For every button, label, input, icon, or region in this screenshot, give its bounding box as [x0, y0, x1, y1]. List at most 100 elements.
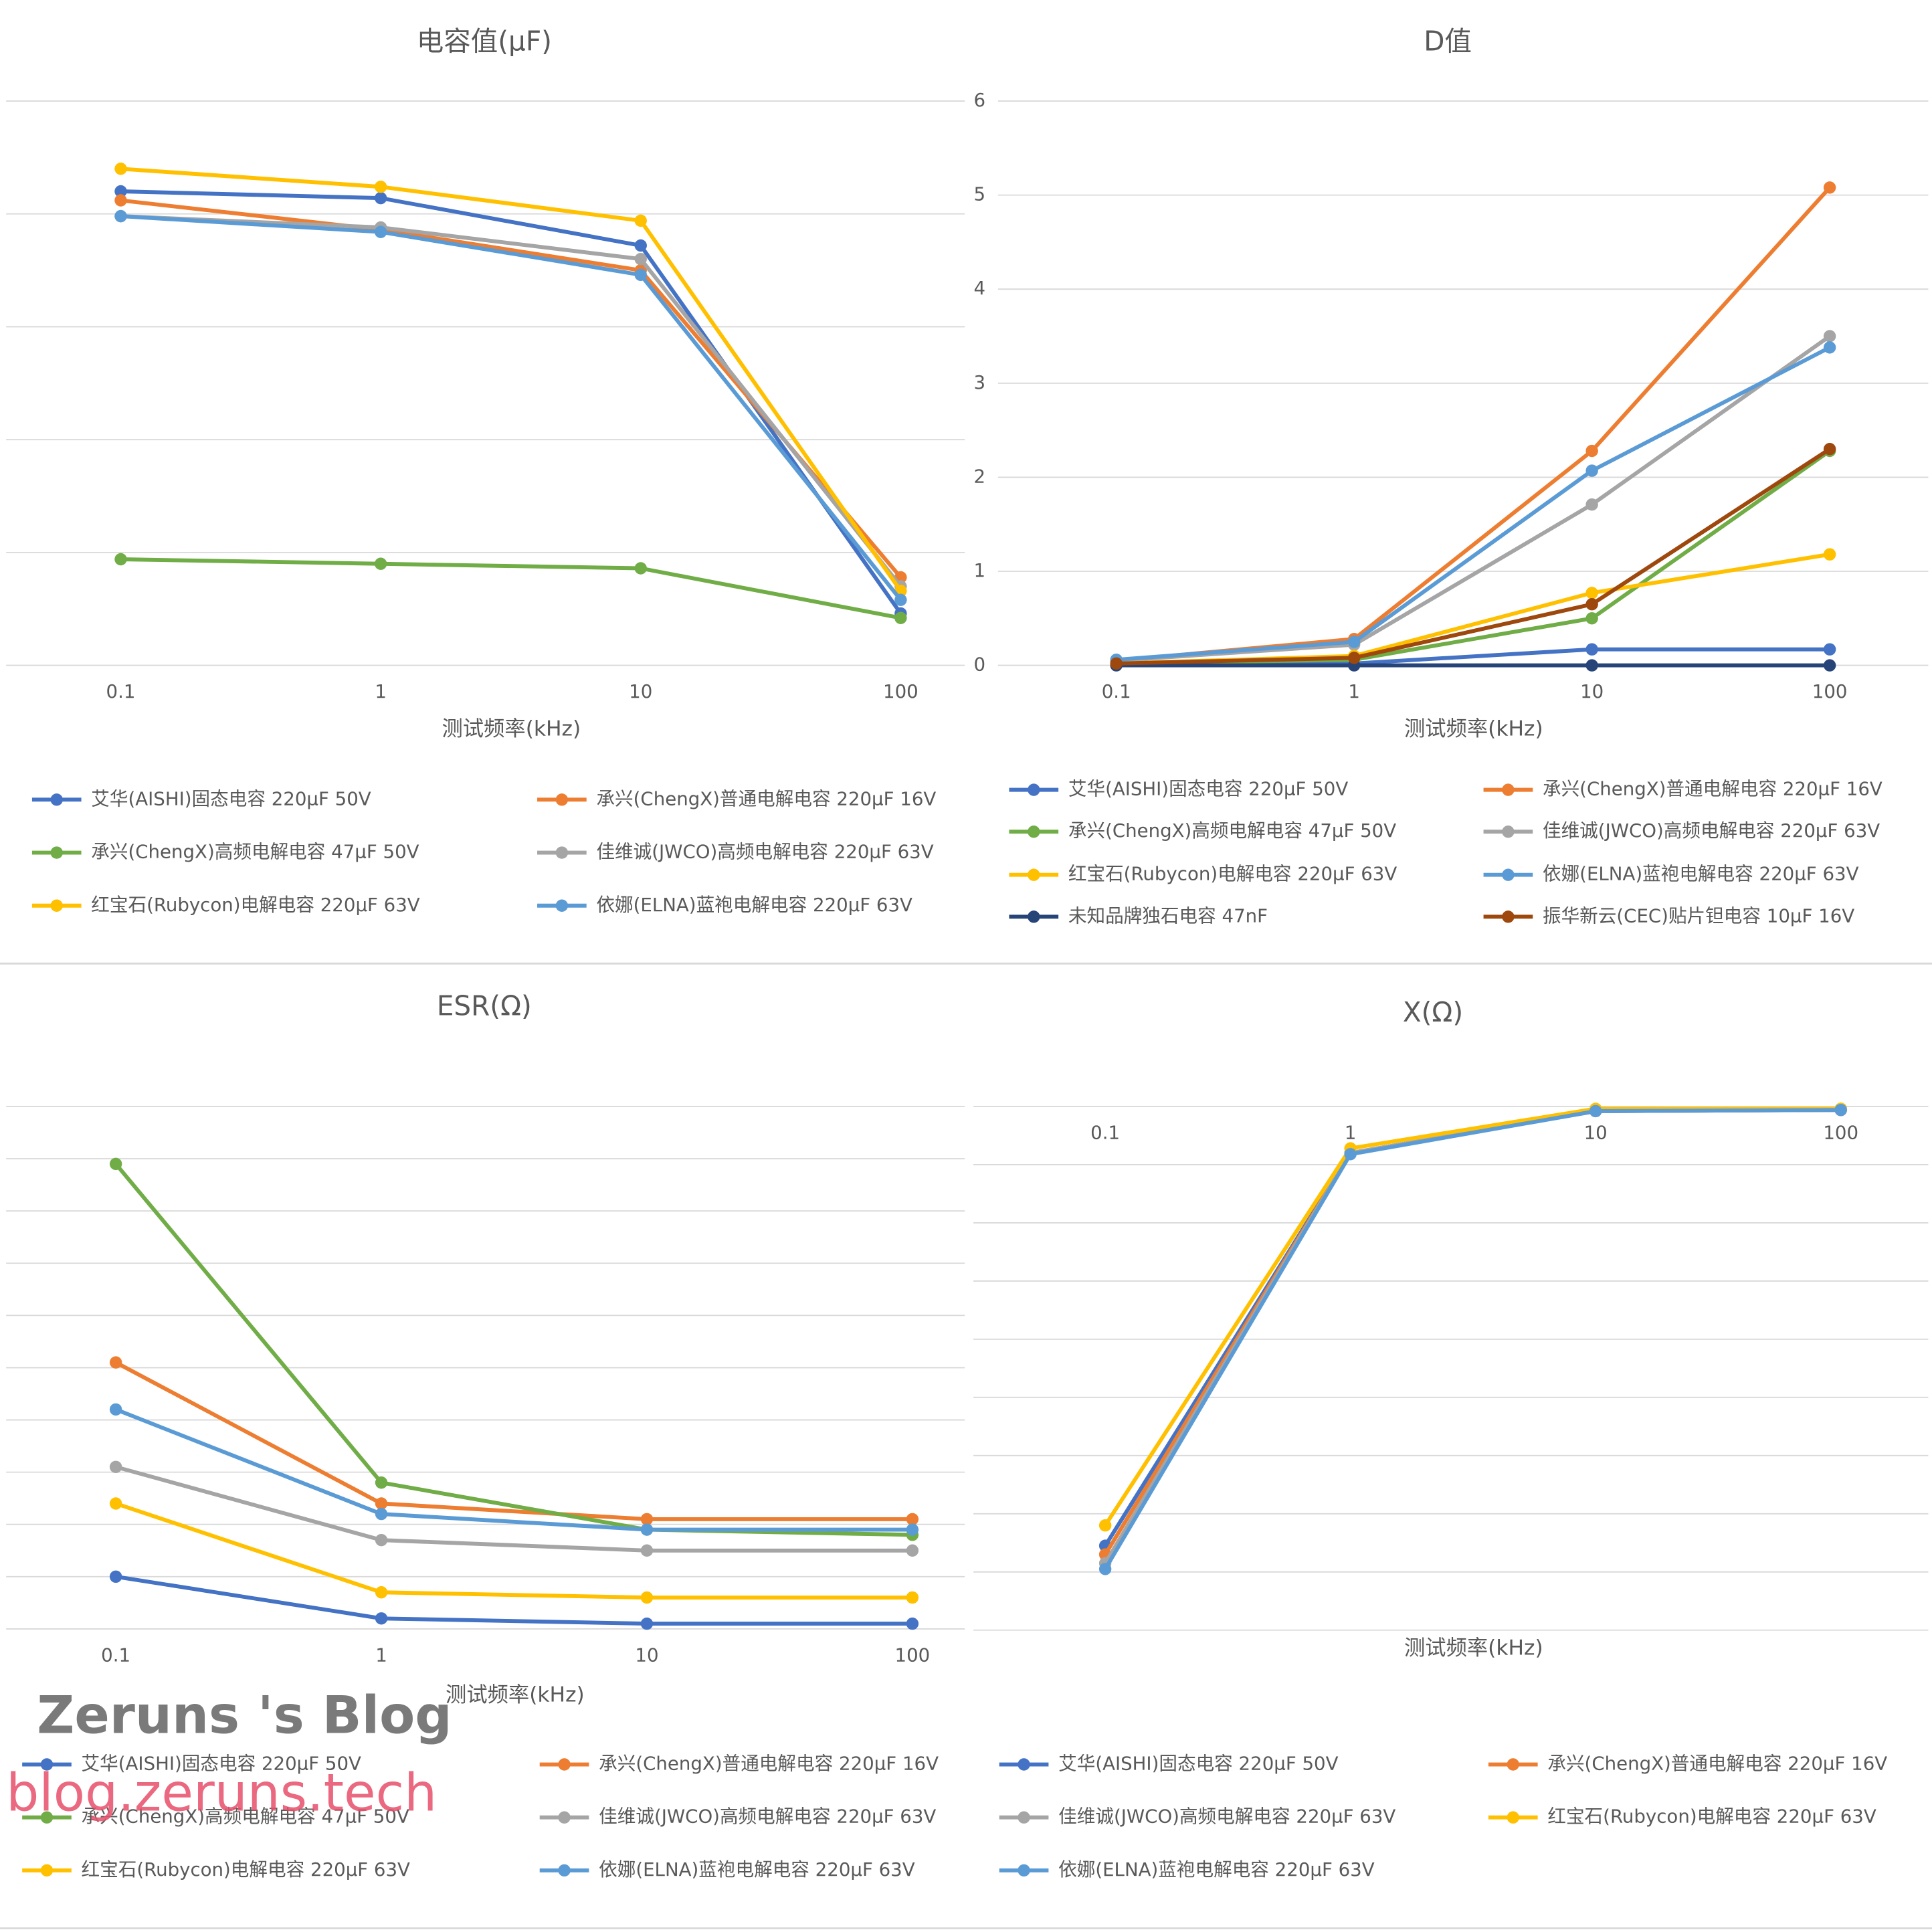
series-line	[120, 167, 902, 592]
data-point	[1823, 181, 1836, 194]
data-point	[640, 1591, 654, 1604]
data-point	[1589, 1104, 1602, 1118]
data-point	[375, 1507, 388, 1521]
x-tick-label: 0.1	[106, 680, 136, 702]
data-point	[634, 214, 647, 227]
legend-label: 振华新云(CEC)贴片钽电容 10μF 16V	[1543, 904, 1854, 927]
y-tick-label: 0	[973, 654, 985, 676]
x-tick-label: 10	[1584, 1121, 1608, 1143]
x-tick-label: 0.1	[1090, 1121, 1120, 1143]
data-point	[894, 611, 907, 624]
y-tick-label: 6	[973, 89, 985, 111]
data-point	[1110, 657, 1123, 670]
legend-label: 佳维诚(JWCO)高频电解电容 220μF 63V	[1543, 819, 1880, 842]
legend-label: 艾华(AISHI)固态电容 220μF 50V	[91, 787, 371, 809]
data-point	[894, 593, 907, 606]
x-tick-label: 100	[1823, 1121, 1858, 1143]
data-point	[640, 1513, 654, 1526]
legend-marker	[555, 793, 569, 806]
data-point	[906, 1544, 919, 1557]
chart: 0.1 1 10 100 电容值(μF) 测试频率(kHz) 艾华(AISHI)固态电容 2…	[6, 25, 965, 916]
legend-label: 承兴(ChengX)普通电解电容 220μF 16V	[1543, 778, 1882, 800]
x-tick-label: 1	[1345, 1121, 1357, 1143]
legend-marker	[50, 793, 63, 806]
series-line	[114, 1361, 912, 1521]
legend-marker	[1028, 783, 1040, 796]
data-point	[1344, 1148, 1357, 1161]
x-axis-label: 测试频率(kHz)	[442, 716, 581, 741]
x-axis-label: 测试频率(kHz)	[446, 1682, 585, 1707]
legend-label: 艾华(AISHI)固态电容 220μF 50V	[1058, 1753, 1338, 1775]
data-point	[1585, 659, 1598, 672]
legend-label: 承兴(ChengX)高频电解电容 47μF 50V	[82, 1806, 409, 1828]
x-tick-label: 1	[375, 680, 387, 702]
y-tick-label: 1	[973, 559, 985, 581]
chart-title: D值	[1424, 25, 1472, 57]
legend-marker	[40, 1758, 54, 1771]
legend-marker	[558, 1811, 571, 1824]
data-point	[1585, 597, 1598, 611]
data-point	[1834, 1103, 1847, 1117]
data-point	[109, 1157, 122, 1171]
data-point	[1585, 498, 1598, 511]
x-tick-label: 1	[375, 1644, 387, 1666]
data-point	[1823, 643, 1836, 656]
legend-label: 佳维诚(JWCO)高频电解电容 220μF 63V	[596, 841, 933, 863]
series-line	[1116, 447, 1831, 666]
series-line	[115, 1501, 912, 1600]
data-point	[640, 1617, 654, 1630]
legend-label: 红宝石(Rubycon)电解电容 220μF 63V	[1547, 1806, 1876, 1828]
x-tick-label: 1	[1348, 680, 1360, 702]
data-point	[1585, 612, 1598, 625]
data-point	[1098, 1519, 1112, 1532]
data-point	[1347, 636, 1361, 648]
data-point	[114, 163, 127, 175]
legend-label: 依娜(ELNA)蓝袍电解电容 220μF 63V	[596, 894, 912, 916]
x-tick-label: 0.1	[1102, 680, 1131, 702]
y-tick-label: 5	[973, 183, 985, 205]
legend-label: 艾华(AISHI)固态电容 220μF 50V	[82, 1753, 361, 1775]
data-point	[375, 1612, 388, 1625]
data-point	[375, 1586, 388, 1599]
data-point	[375, 1497, 388, 1510]
data-point	[374, 225, 387, 238]
series-line	[115, 1464, 912, 1553]
data-point	[634, 239, 647, 252]
data-point	[634, 268, 647, 282]
data-point	[375, 1533, 388, 1547]
legend-marker	[50, 899, 63, 912]
data-point	[109, 1497, 122, 1510]
legend-marker	[1018, 1811, 1030, 1824]
series-line	[114, 1162, 912, 1537]
legend-marker	[555, 899, 569, 912]
data-point	[640, 1523, 654, 1536]
legend-label: 承兴(ChengX)普通电解电容 220μF 16V	[599, 1753, 939, 1775]
series-line	[120, 189, 902, 615]
x-tick-label: 10	[635, 1644, 658, 1666]
chart-title: ESR(Ω)	[437, 990, 532, 1022]
x-tick-label: 100	[883, 680, 919, 702]
legend-marker	[558, 1864, 571, 1877]
series-line	[115, 1574, 912, 1626]
legend-marker	[1018, 1864, 1030, 1877]
legend-label: 承兴(ChengX)普通电解电容 220μF 16V	[1547, 1753, 1887, 1775]
legend-label: 红宝石(Rubycon)电解电容 220μF 63V	[1068, 863, 1397, 885]
legend-marker	[1502, 826, 1515, 838]
legend-label: 艾华(AISHI)固态电容 220μF 50V	[1068, 778, 1348, 800]
data-point	[640, 1544, 654, 1557]
x-tick-label: 100	[895, 1644, 931, 1666]
data-point	[1585, 643, 1598, 656]
data-point	[109, 1403, 122, 1416]
legend-marker	[558, 1758, 571, 1771]
legend-marker	[40, 1864, 54, 1877]
series-line	[120, 557, 901, 620]
y-tick-label: 4	[973, 277, 985, 299]
data-point	[374, 181, 387, 193]
chart-title: 电容值(μF)	[417, 25, 552, 57]
data-point	[634, 562, 647, 575]
x-axis-label: 测试频率(kHz)	[1404, 1636, 1543, 1660]
series-line	[1116, 345, 1831, 662]
data-point	[1823, 341, 1836, 354]
